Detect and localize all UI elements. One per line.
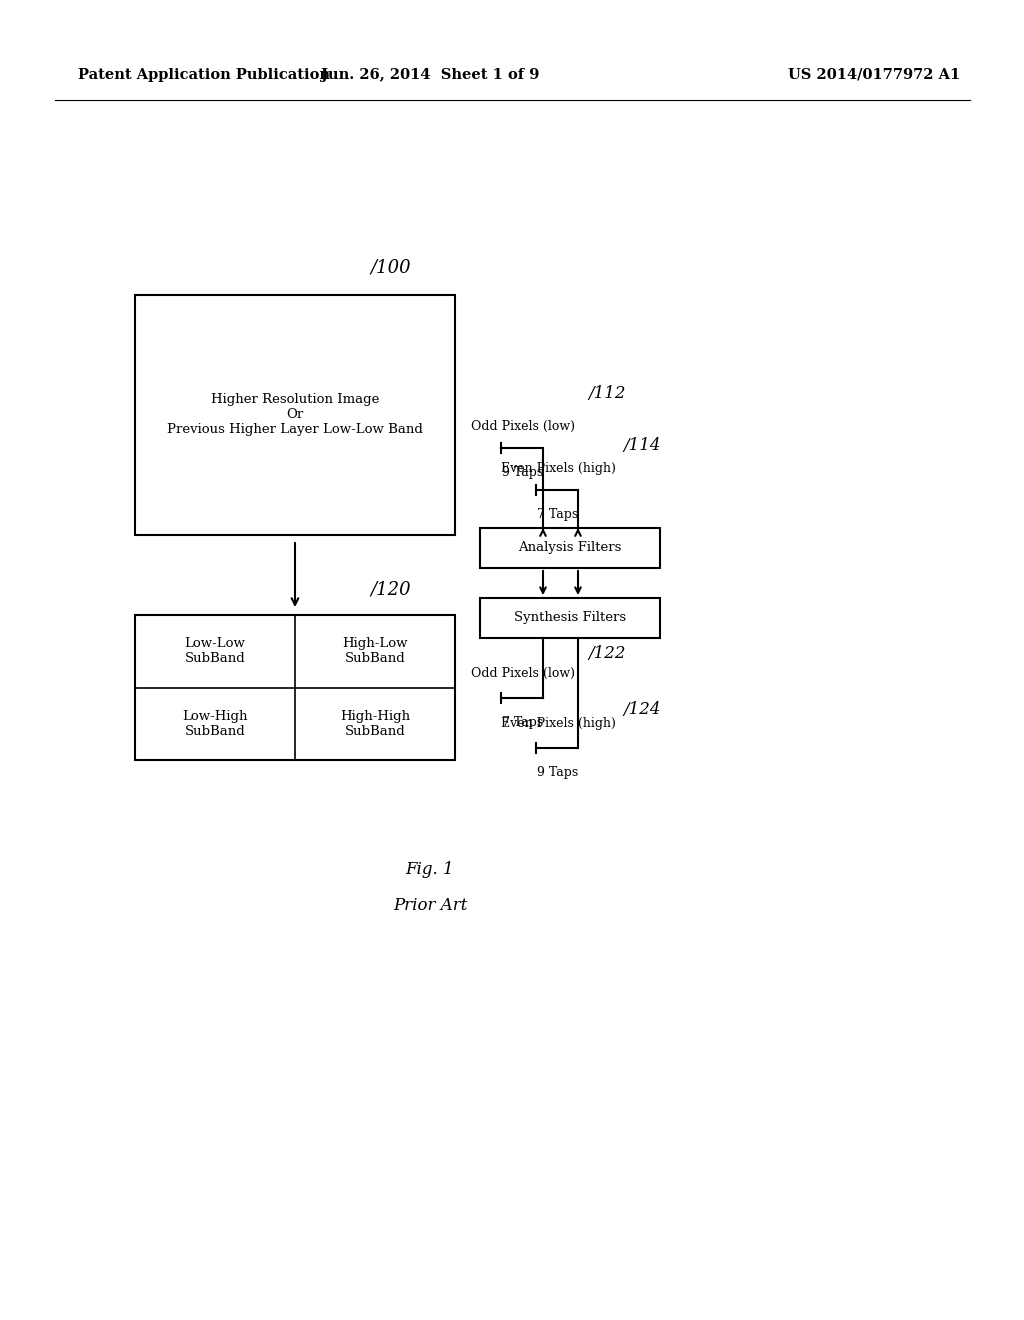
Bar <box>480 528 660 568</box>
Text: US 2014/0177972 A1: US 2014/0177972 A1 <box>787 69 961 82</box>
Text: /122: /122 <box>588 644 626 661</box>
Text: High-Low
SubBand: High-Low SubBand <box>342 638 408 665</box>
Text: 7 Taps: 7 Taps <box>538 508 579 521</box>
Text: Low-Low
SubBand: Low-Low SubBand <box>184 638 246 665</box>
Text: Odd Pixels (low): Odd Pixels (low) <box>471 667 575 680</box>
Text: Low-High
SubBand: Low-High SubBand <box>182 710 248 738</box>
Text: /124: /124 <box>623 701 660 718</box>
Text: Even Pixels (high): Even Pixels (high) <box>501 462 615 475</box>
Text: /120: /120 <box>370 581 411 599</box>
Text: Higher Resolution Image
Or
Previous Higher Layer Low-Low Band: Higher Resolution Image Or Previous High… <box>167 393 423 437</box>
Bar <box>135 294 455 535</box>
Text: /100: /100 <box>370 259 411 277</box>
Text: /114: /114 <box>623 437 660 454</box>
Text: 9 Taps: 9 Taps <box>538 766 579 779</box>
Text: Patent Application Publication: Patent Application Publication <box>78 69 330 82</box>
Text: Odd Pixels (low): Odd Pixels (low) <box>471 420 575 433</box>
Text: Fig. 1: Fig. 1 <box>406 862 455 879</box>
Text: Analysis Filters: Analysis Filters <box>518 541 622 554</box>
Bar <box>480 598 660 638</box>
Text: 9 Taps: 9 Taps <box>503 466 544 479</box>
Bar <box>135 615 455 760</box>
Text: Prior Art: Prior Art <box>393 896 467 913</box>
Text: 7 Taps: 7 Taps <box>503 715 544 729</box>
Text: Even Pixels (high): Even Pixels (high) <box>501 717 615 730</box>
Text: Jun. 26, 2014  Sheet 1 of 9: Jun. 26, 2014 Sheet 1 of 9 <box>321 69 540 82</box>
Text: /112: /112 <box>588 384 626 401</box>
Text: High-High
SubBand: High-High SubBand <box>340 710 410 738</box>
Text: Synthesis Filters: Synthesis Filters <box>514 611 626 624</box>
